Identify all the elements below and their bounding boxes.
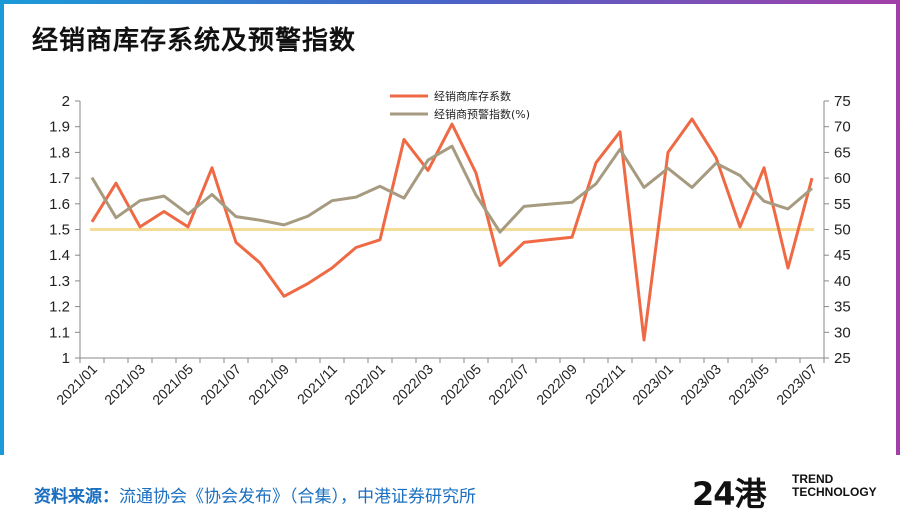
y-left-tick-label: 1.2 (49, 299, 70, 316)
y-right-tick-label: 60 (834, 170, 851, 187)
y-left-tick-label: 1.7 (49, 170, 70, 187)
legend-label-2: 经销商预警指数(%) (434, 107, 530, 121)
y-right-tick-label: 30 (834, 324, 851, 341)
logo-wordmark: TREND TECHNOLOGY (792, 473, 877, 499)
chart-svg: 1 1.1 1.2 1.3 1.4 1.5 1.6 1.7 1.8 1.9 2 25 30 35 40 45 5… (49, 89, 851, 408)
chart-title: 经销商库存系统及预警指数 (32, 26, 357, 56)
y-right-tick-label: 50 (834, 222, 851, 239)
logo-line-2: TECHNOLOGY (792, 485, 877, 499)
y-left-tick-label: 1.6 (49, 196, 70, 213)
x-tick-label: 2023/03 (677, 361, 724, 408)
x-tick-label: 2022/07 (485, 361, 532, 408)
x-tick-label: 2022/05 (437, 361, 484, 408)
x-tick-label: 2023/01 (629, 361, 676, 408)
footer: 资料来源：流通协会《协会发布》（合集），中港证券研究所 24港 TREND TE… (0, 455, 900, 516)
x-tick-label: 2021/11 (294, 361, 341, 408)
y-left-tick-label: 1.8 (49, 144, 70, 161)
logo-line-1: TREND (792, 472, 834, 486)
y-left-tick-label: 1.5 (49, 222, 70, 239)
y-left-tick-label: 1.4 (49, 247, 70, 264)
source-label: 资料来源： (34, 487, 119, 507)
x-tick-label: 2022/09 (533, 361, 580, 408)
x-tick-label: 2021/09 (245, 361, 292, 408)
x-tick-label: 2021/01 (53, 361, 100, 408)
y-left-tick-label: 2 (62, 93, 70, 110)
legend-label-1: 经销商库存系数 (434, 89, 511, 103)
y-right-tick-label: 40 (834, 273, 851, 290)
x-tick-label: 2022/01 (341, 361, 388, 408)
brand-logo: 24港 TREND TECHNOLOGY (692, 469, 882, 514)
x-tick-label: 2021/03 (101, 361, 148, 408)
x-tick-label: 2023/05 (725, 361, 772, 408)
source-text: 流通协会《协会发布》（合集），中港证券研究所 (119, 487, 476, 507)
series-line-1 (90, 117, 814, 342)
series-line-2 (90, 144, 813, 234)
y-left-tick-label: 1.1 (49, 324, 70, 341)
y-right-tick-label: 55 (834, 196, 851, 213)
y-right-tick-label: 65 (834, 144, 851, 161)
y-right-tick-label: 25 (834, 350, 851, 367)
x-tick-label: 2022/03 (389, 361, 436, 408)
y-right-tick-label: 45 (834, 247, 851, 264)
source-note: 资料来源：流通协会《协会发布》（合集），中港证券研究所 (34, 482, 476, 507)
x-tick-label: 2022/11 (582, 361, 629, 408)
y-right-tick-label: 35 (834, 299, 851, 316)
y-left-tick-label: 1.3 (49, 273, 70, 290)
y-left-tick-label: 1.9 (49, 119, 70, 136)
y-right-tick-label: 75 (834, 93, 851, 110)
logo-mark: 24港 (692, 475, 767, 513)
x-tick-label: 2023/07 (773, 361, 820, 408)
x-tick-label: 2021/05 (149, 361, 196, 408)
x-tick-label: 2021/07 (197, 361, 244, 408)
y-left-tick-label: 1 (62, 350, 70, 367)
y-right-tick-label: 70 (834, 119, 851, 136)
